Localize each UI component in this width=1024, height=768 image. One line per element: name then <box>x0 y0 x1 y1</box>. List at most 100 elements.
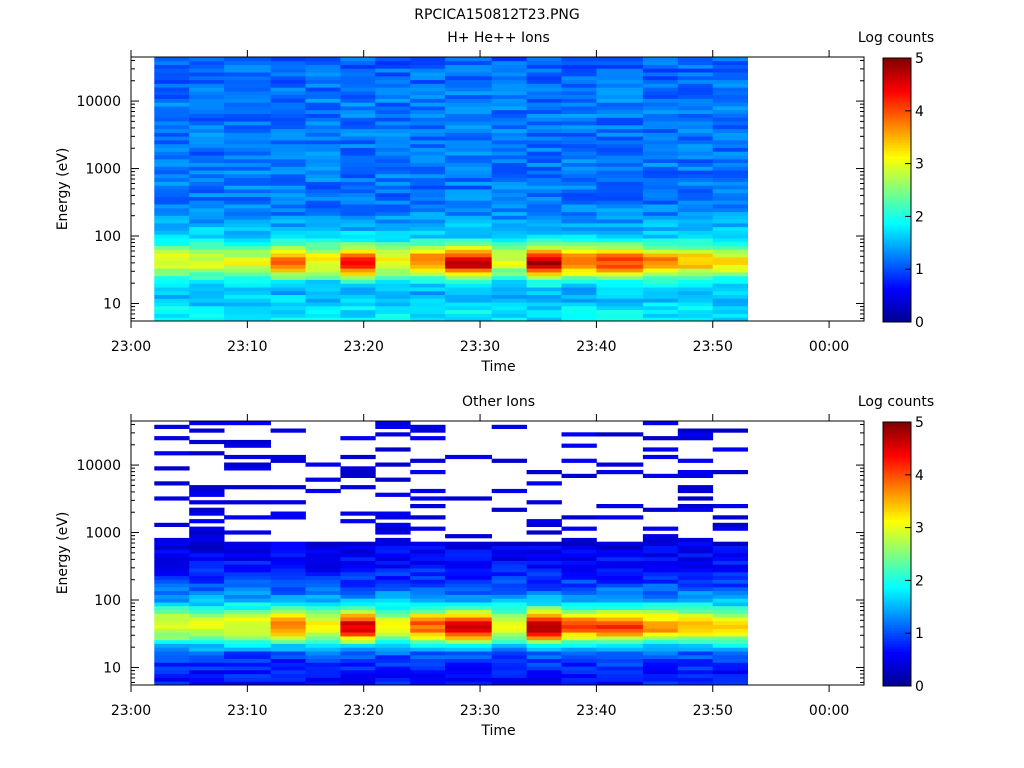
heatmap-cell <box>154 177 190 182</box>
heatmap-cell <box>410 632 446 637</box>
heatmap-cell <box>375 83 411 88</box>
colorbar-segment <box>883 226 911 231</box>
colorbar-segment <box>883 150 911 154</box>
heatmap-cell <box>410 94 446 99</box>
heatmap-cell <box>154 109 190 114</box>
heatmap-cell <box>340 192 376 197</box>
heatmap-cell <box>189 677 225 682</box>
heatmap-cell <box>154 87 190 92</box>
heatmap-cell <box>526 68 562 73</box>
heatmap-cell <box>410 117 446 122</box>
heatmap-cell <box>340 609 376 614</box>
heatmap-cell <box>526 545 562 550</box>
colorbar-segment <box>883 548 911 552</box>
heatmap-cell <box>270 170 306 175</box>
y-tick-label: 100 <box>94 593 121 609</box>
heatmap-cell <box>224 602 271 607</box>
heatmap-cell <box>375 594 411 599</box>
heatmap-cell <box>189 673 225 678</box>
heatmap-cell <box>410 549 446 554</box>
heatmap-cell <box>526 287 562 292</box>
heatmap-cell <box>410 658 446 663</box>
heatmap-cell <box>677 636 714 641</box>
heatmap-cell <box>270 151 306 156</box>
heatmap-cell <box>154 181 190 186</box>
heatmap-cell <box>491 170 527 175</box>
heatmap-cell <box>677 681 714 686</box>
heatmap-cell <box>712 260 748 265</box>
heatmap-cell <box>189 234 225 239</box>
heatmap-cell <box>677 432 714 437</box>
heatmap-cell <box>375 207 411 213</box>
heatmap-cell <box>224 624 271 629</box>
heatmap-cell <box>712 132 748 137</box>
heatmap-cell <box>491 424 527 429</box>
colorbar-segment <box>883 506 911 510</box>
heatmap-cell <box>596 230 644 235</box>
heatmap-cell <box>677 313 714 318</box>
heatmap-cell <box>526 617 562 622</box>
heatmap-cell <box>340 313 376 318</box>
heatmap-cell <box>491 287 527 292</box>
heatmap-cell <box>189 313 225 318</box>
heatmap-cell <box>677 275 714 280</box>
heatmap-cell <box>526 594 562 599</box>
heatmap-cell <box>677 192 714 197</box>
heatmap-cell <box>340 181 376 186</box>
heatmap-cell <box>561 677 597 682</box>
heatmap-cell <box>712 192 748 197</box>
heatmap-cell <box>305 79 341 84</box>
heatmap-cell <box>410 568 446 573</box>
heatmap-cell <box>491 272 527 277</box>
heatmap-cell <box>596 643 644 648</box>
heatmap-cell <box>154 170 190 175</box>
heatmap-cell <box>712 613 748 618</box>
heatmap-cell <box>677 290 714 295</box>
x-tick-label: 23:40 <box>576 339 616 355</box>
heatmap-cell <box>375 545 411 550</box>
colorbar-segment <box>883 179 911 183</box>
heatmap-cell <box>410 75 446 81</box>
heatmap-cell <box>642 279 679 284</box>
heatmap-cell <box>224 662 271 667</box>
heatmap-cell <box>445 624 492 629</box>
colorbar-segment <box>883 269 911 273</box>
heatmap-cell <box>642 109 679 114</box>
heatmap-cell <box>340 170 376 175</box>
x-tick-label: 23:40 <box>576 703 616 719</box>
heatmap-cell <box>410 666 446 671</box>
heatmap-cell <box>712 302 748 307</box>
heatmap-cell <box>189 669 225 675</box>
heatmap-cell <box>445 222 492 228</box>
heatmap-cell <box>270 200 306 205</box>
heatmap-cell <box>224 290 271 295</box>
heatmap-cell <box>224 79 271 84</box>
colorbar-label: Log counts <box>858 30 934 46</box>
heatmap-cell <box>712 196 748 201</box>
heatmap-cell <box>305 173 341 179</box>
colorbar-segment <box>883 237 911 241</box>
heatmap-cell <box>491 560 527 565</box>
heatmap-cell <box>375 124 411 130</box>
heatmap-cell <box>445 279 492 284</box>
heatmap-cell <box>189 279 225 284</box>
colorbar-segment <box>883 158 911 162</box>
colorbar-segment <box>883 113 911 117</box>
heatmap-cell <box>305 192 341 197</box>
heatmap-cell <box>596 132 644 137</box>
heatmap-cell <box>445 264 492 269</box>
heatmap-cell <box>642 651 679 656</box>
colorbar-tick-label: 0 <box>915 679 924 695</box>
heatmap-cell <box>526 83 562 88</box>
colorbar-segment <box>883 65 911 70</box>
heatmap-cell <box>224 173 271 179</box>
heatmap-cell <box>305 147 341 152</box>
heatmap-cell <box>491 458 527 463</box>
heatmap-cell <box>154 132 190 137</box>
heatmap-cell <box>189 215 225 220</box>
heatmap-cell <box>224 268 271 273</box>
heatmap-cell <box>561 253 597 258</box>
heatmap-cell <box>491 245 527 250</box>
heatmap-cell <box>305 309 341 314</box>
heatmap-cell <box>340 196 376 201</box>
